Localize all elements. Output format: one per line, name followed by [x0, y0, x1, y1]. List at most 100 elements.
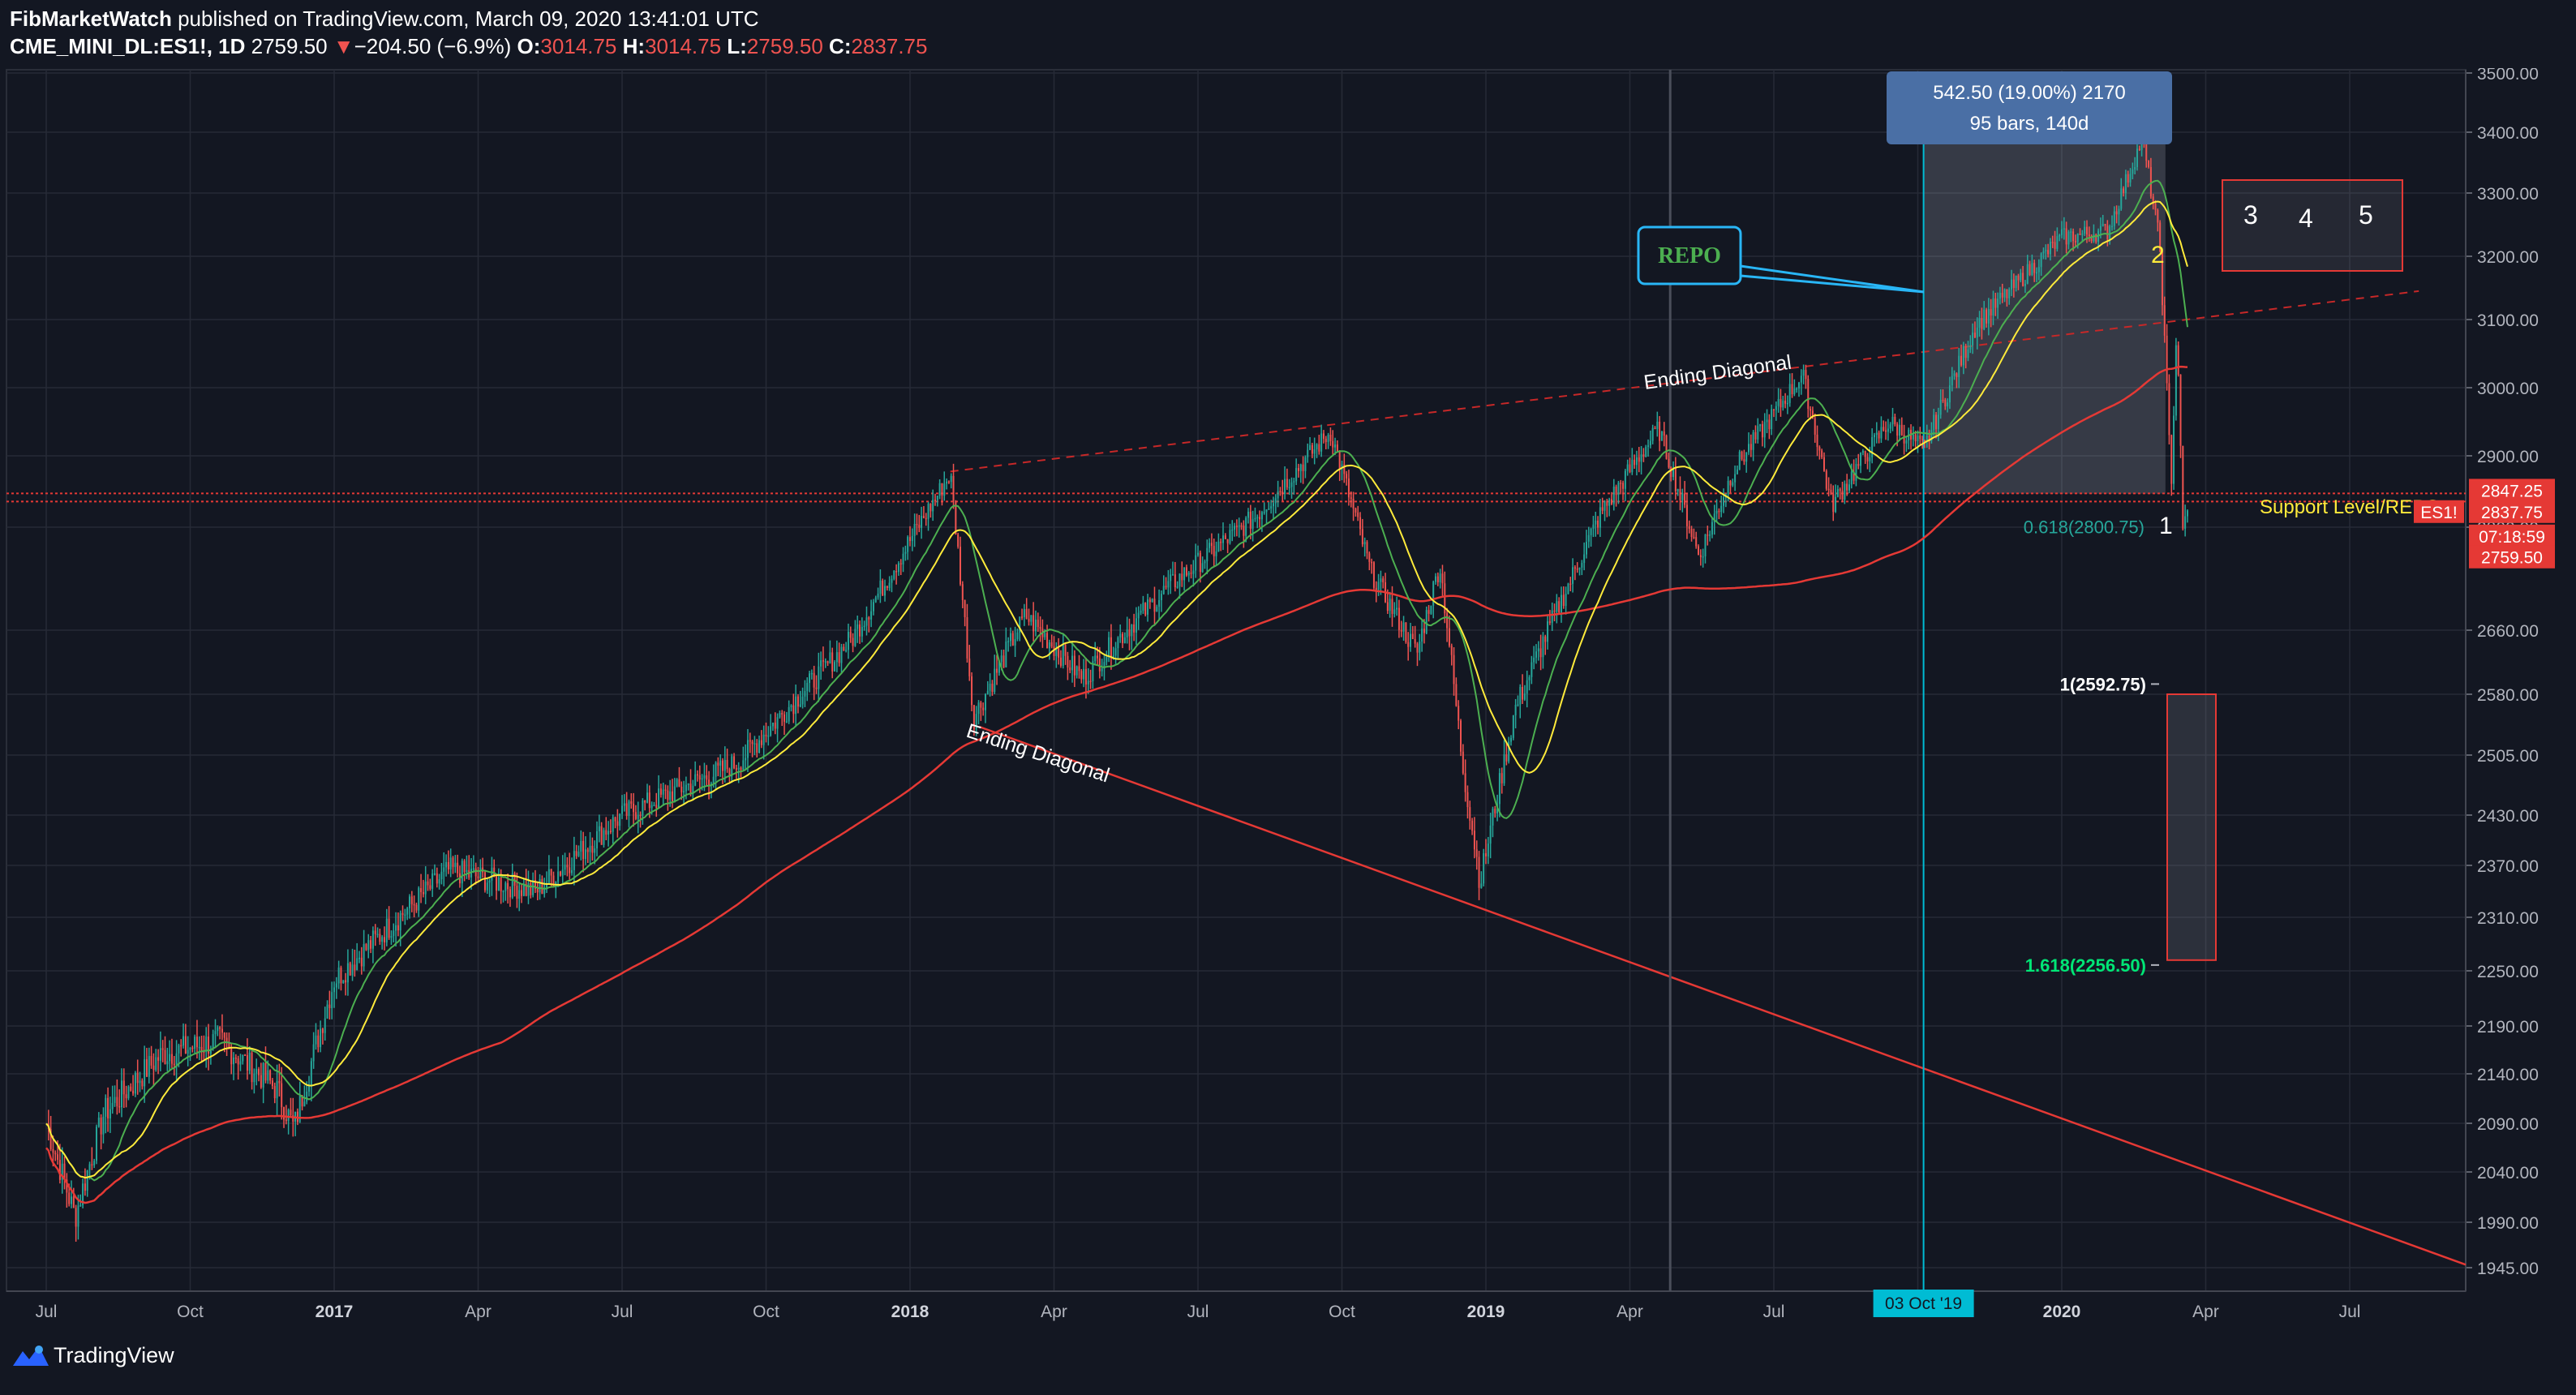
- candle-body: [1050, 642, 1053, 647]
- candle-body: [1217, 541, 1220, 552]
- candle-body: [1368, 553, 1371, 562]
- candle-body: [664, 789, 667, 792]
- candle-body: [507, 882, 509, 890]
- candle-body: [345, 980, 347, 983]
- candle-body: [102, 1116, 105, 1135]
- candle-body: [1450, 646, 1453, 655]
- candle-body: [399, 912, 401, 931]
- candle-body: [2017, 275, 2020, 281]
- candle-body: [1075, 666, 1078, 676]
- candle-body: [1475, 849, 1478, 857]
- candle-body: [863, 625, 865, 628]
- candle-body: [1144, 603, 1147, 615]
- candle-body: [1320, 433, 1323, 452]
- candle-body: [1923, 440, 1926, 442]
- candle-body: [1318, 444, 1320, 452]
- candle-body: [205, 1037, 208, 1052]
- candle-body: [625, 803, 628, 816]
- candle-body: [239, 1061, 242, 1065]
- candle-body: [1693, 537, 1695, 539]
- candle-body: [1170, 574, 1172, 582]
- down-arrow-icon: ▼: [333, 34, 354, 58]
- candle-body: [947, 481, 950, 483]
- candle-body: [1448, 628, 1450, 646]
- author-name[interactable]: FibMarketWatch: [10, 6, 172, 31]
- candle-body: [813, 672, 815, 688]
- candle-body: [1912, 434, 1914, 440]
- candle-body: [2085, 226, 2088, 235]
- candle-body: [170, 1054, 173, 1064]
- candle-body: [758, 740, 761, 753]
- candle-body: [799, 704, 801, 707]
- tradingview-logo-icon[interactable]: [11, 1343, 50, 1369]
- candle-body: [178, 1045, 180, 1054]
- candle-body: [1894, 416, 1896, 425]
- candle-body: [1836, 489, 1839, 497]
- candle-body: [547, 869, 550, 884]
- candle-body: [1784, 401, 1787, 404]
- candle-body: [628, 801, 630, 816]
- candle-body: [1620, 483, 1622, 484]
- candle-body: [1131, 624, 1133, 637]
- candle-body: [762, 734, 765, 745]
- candle-body: [1681, 493, 1684, 500]
- candle-body: [521, 890, 523, 896]
- x-tick-label: Apr: [1616, 1303, 1643, 1321]
- candle-body: [2045, 250, 2047, 251]
- candle-body: [1492, 809, 1494, 826]
- candle-body: [2003, 289, 2006, 298]
- candle-body: [107, 1097, 109, 1118]
- price-tag-symbol-bg: [2414, 500, 2464, 523]
- candle-body: [530, 883, 532, 895]
- candle-body: [753, 743, 756, 745]
- candle-body: [237, 1058, 239, 1065]
- candle-body: [157, 1057, 160, 1061]
- candle-body: [1087, 680, 1089, 685]
- candle-body: [1973, 333, 1976, 338]
- candle-body: [770, 726, 772, 736]
- tradingview-brand[interactable]: TradingView: [54, 1343, 174, 1367]
- wave-3-label: 3: [2243, 200, 2258, 230]
- candle-body: [1309, 444, 1312, 450]
- candle-body: [1350, 497, 1352, 499]
- candle-body: [1469, 807, 1471, 821]
- candle-body: [2076, 233, 2079, 243]
- candle-body: [1407, 642, 1410, 647]
- candle-body: [852, 637, 854, 646]
- x-tick-label: Oct: [177, 1303, 204, 1321]
- candle-body: [634, 812, 637, 819]
- candle-body: [826, 661, 829, 663]
- candle-body: [1999, 293, 2001, 299]
- candle-body: [1274, 498, 1277, 504]
- candle-body: [822, 660, 824, 662]
- candle-body: [884, 586, 887, 596]
- candle-body: [1453, 655, 1455, 685]
- candle-body: [164, 1049, 166, 1065]
- candle-body: [1576, 569, 1578, 570]
- candle-body: [1528, 676, 1531, 680]
- candle-body: [781, 712, 784, 715]
- candle-body: [1238, 525, 1240, 527]
- candle-body: [1986, 309, 1988, 324]
- candle-body: [390, 936, 393, 938]
- candle-body: [1835, 496, 1837, 513]
- candle-body: [1122, 633, 1124, 643]
- candle-body: [1651, 427, 1654, 441]
- candle-body: [66, 1179, 68, 1193]
- candle-body: [1347, 478, 1350, 498]
- candle-body: [1033, 615, 1035, 632]
- candle-body: [1572, 567, 1574, 584]
- candle-body: [685, 784, 687, 792]
- candle-body: [132, 1090, 135, 1094]
- candle-body: [1850, 471, 1853, 485]
- candle-body: [1181, 573, 1183, 581]
- candle-body: [776, 717, 779, 729]
- candle-body: [385, 918, 388, 942]
- candle-body: [870, 611, 873, 620]
- candle-body: [452, 857, 454, 868]
- candle-body: [2138, 148, 2140, 151]
- candle-body: [980, 702, 982, 708]
- candle-body: [806, 682, 809, 692]
- candle-body: [527, 883, 530, 896]
